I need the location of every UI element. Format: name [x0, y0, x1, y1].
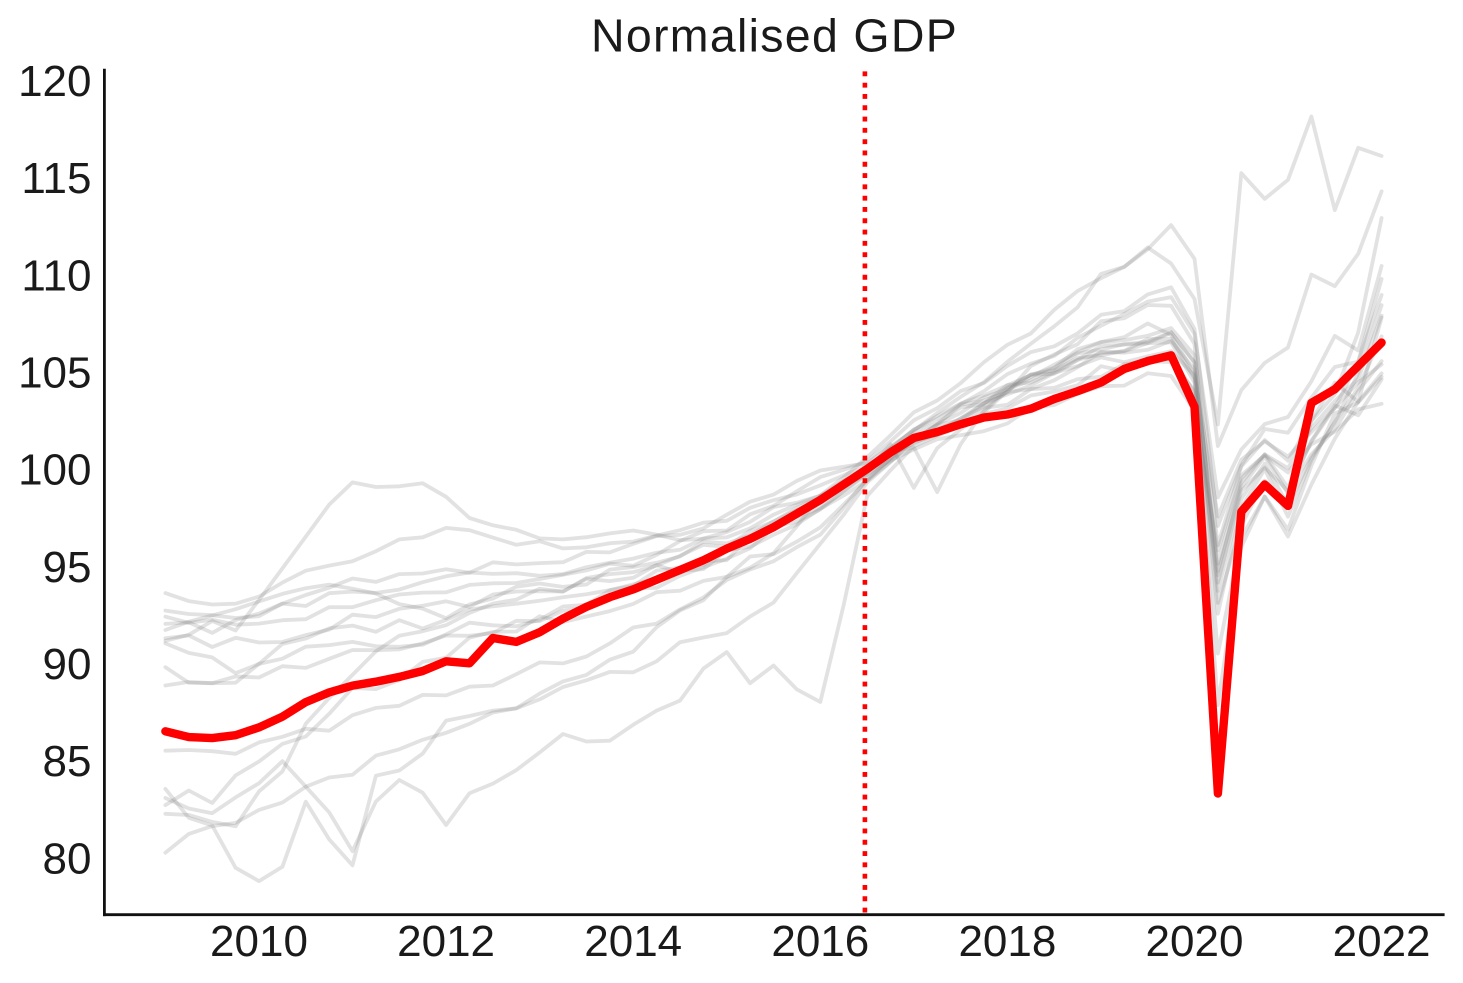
svg-text:Normalised GDP: Normalised GDP — [591, 10, 958, 62]
svg-text:2014: 2014 — [584, 917, 682, 966]
svg-text:2018: 2018 — [958, 917, 1056, 966]
svg-text:80: 80 — [43, 834, 92, 883]
svg-text:90: 90 — [43, 640, 92, 689]
svg-text:120: 120 — [18, 57, 91, 106]
svg-text:2010: 2010 — [210, 917, 308, 966]
svg-text:2022: 2022 — [1333, 917, 1431, 966]
svg-text:2012: 2012 — [397, 917, 495, 966]
svg-text:85: 85 — [43, 737, 92, 786]
svg-text:100: 100 — [18, 446, 91, 495]
svg-text:115: 115 — [21, 154, 91, 203]
svg-text:95: 95 — [43, 543, 92, 592]
svg-text:110: 110 — [21, 251, 91, 300]
svg-text:105: 105 — [18, 349, 91, 398]
svg-text:2020: 2020 — [1146, 917, 1244, 966]
svg-text:2016: 2016 — [771, 917, 869, 966]
